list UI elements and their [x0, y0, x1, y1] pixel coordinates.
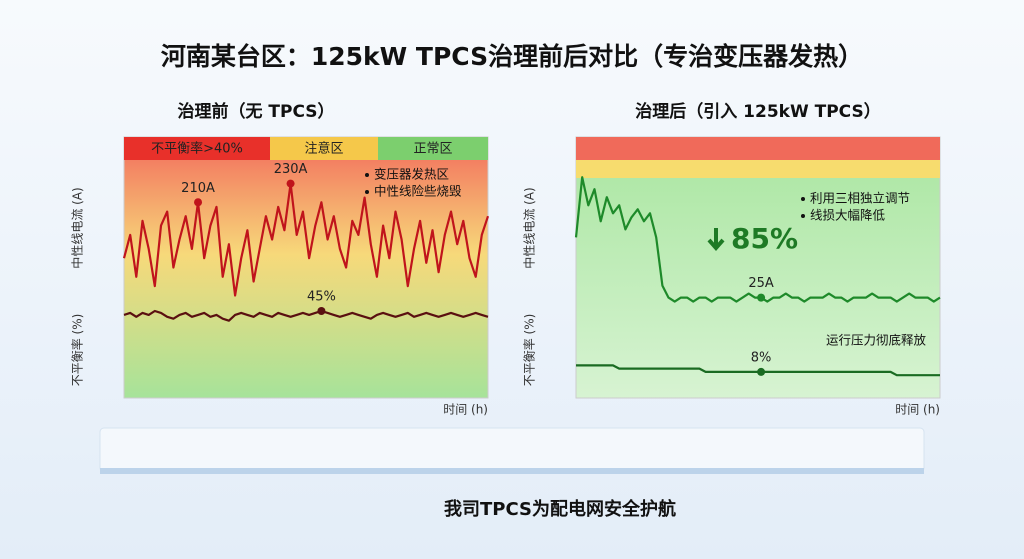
callout: 85%: [731, 222, 798, 255]
value-label: 210A: [181, 181, 215, 196]
note: 变压器发热区: [374, 167, 449, 182]
zone-band: [270, 137, 378, 160]
y-label: 中性线电流 (A): [522, 187, 537, 268]
down-arrow: [707, 228, 725, 252]
plot-area: [123, 136, 489, 399]
value-label: 45%: [307, 290, 336, 305]
note: 中性线险些烧毁: [374, 184, 462, 199]
bullet: [801, 214, 805, 218]
footer-text: 我司TPCS为配电网安全护航: [444, 498, 676, 520]
value-label: 230A: [274, 162, 308, 177]
zone-label: 不平衡率>40%: [151, 141, 243, 157]
zone-label: 注意区: [304, 141, 343, 157]
bullet: [365, 190, 369, 194]
data-point: [757, 367, 766, 376]
value-label: 25A: [748, 276, 774, 291]
risk-band: [576, 137, 940, 160]
platform: [99, 427, 925, 473]
caution-band: [576, 160, 940, 178]
x-label: 时间 (h): [895, 403, 940, 417]
platform-edge: [100, 468, 924, 474]
bullet: [801, 197, 805, 201]
zone-label: 正常区: [413, 142, 452, 157]
y2-label: 不平衡率 (%): [70, 314, 85, 387]
panel-title: 治理后（引入 125kW TPCS）: [635, 101, 880, 122]
page-title: 河南某台区：125kW TPCS治理前后对比（专治变压器发热）: [161, 42, 863, 71]
note: 利用三相独立调节: [810, 191, 910, 206]
series-line: [123, 309, 489, 322]
data-point: [757, 293, 766, 302]
data-point: [317, 307, 326, 315]
data-point: [286, 179, 295, 188]
plot-area: [575, 136, 941, 399]
value-label: 8%: [751, 350, 772, 365]
zone-band: [378, 137, 488, 160]
y2-label: 不平衡率 (%): [522, 314, 537, 387]
bullet: [365, 173, 369, 177]
y-label: 中性线电流 (A): [70, 187, 85, 268]
zone-band: [124, 137, 270, 160]
note: 线损大幅降低: [810, 208, 886, 223]
series-line: [122, 182, 490, 297]
status: 运行压力彻底释放: [826, 333, 927, 348]
panel-title: 治理前（无 TPCS）: [177, 101, 334, 122]
data-point: [194, 198, 203, 207]
x-label: 时间 (h): [443, 403, 488, 417]
